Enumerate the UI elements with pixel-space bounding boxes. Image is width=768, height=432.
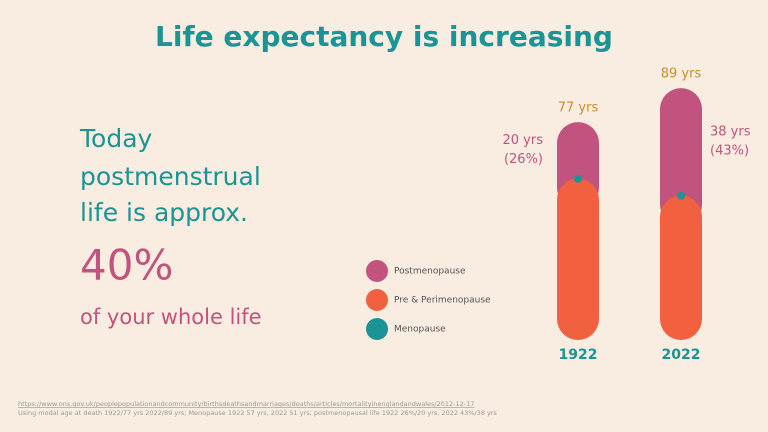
legend-swatch <box>366 289 388 311</box>
premenopause-segment <box>557 178 599 340</box>
share-label: (26%) <box>504 152 543 167</box>
postmenopause-label: 38 yrs <box>710 124 751 139</box>
legend-swatch <box>366 318 388 340</box>
legend-label: Pre & Perimenopause <box>394 296 491 306</box>
total-label: 89 yrs <box>661 67 702 82</box>
legend-swatch <box>366 260 388 282</box>
statement-tail: of your whole life <box>80 305 262 329</box>
legend-label: Menopause <box>394 325 446 335</box>
statement-line: life is approx. <box>80 198 248 227</box>
title: Life expectancy is increasing <box>155 20 613 53</box>
postmenopause-label: 20 yrs <box>503 133 544 148</box>
menopause-dot <box>677 191 685 200</box>
source-link[interactable]: https://www.ons.gov.uk/peoplepopulationa… <box>18 400 474 408</box>
menopause-dot <box>574 174 582 183</box>
total-label: 77 yrs <box>558 101 599 116</box>
statement-line: Today <box>79 124 153 153</box>
source-note: Using modal age at death 1922/77 yrs 202… <box>18 409 498 417</box>
statement-line: postmenstrual <box>80 162 261 191</box>
premenopause-segment <box>660 195 702 340</box>
category-label: 2022 <box>662 347 701 363</box>
share-label: (43%) <box>710 143 749 158</box>
legend-label: Postmenopause <box>394 267 466 277</box>
category-label: 1922 <box>559 347 598 363</box>
headline: 40% <box>80 241 173 290</box>
postmenopause-segment <box>660 88 702 226</box>
